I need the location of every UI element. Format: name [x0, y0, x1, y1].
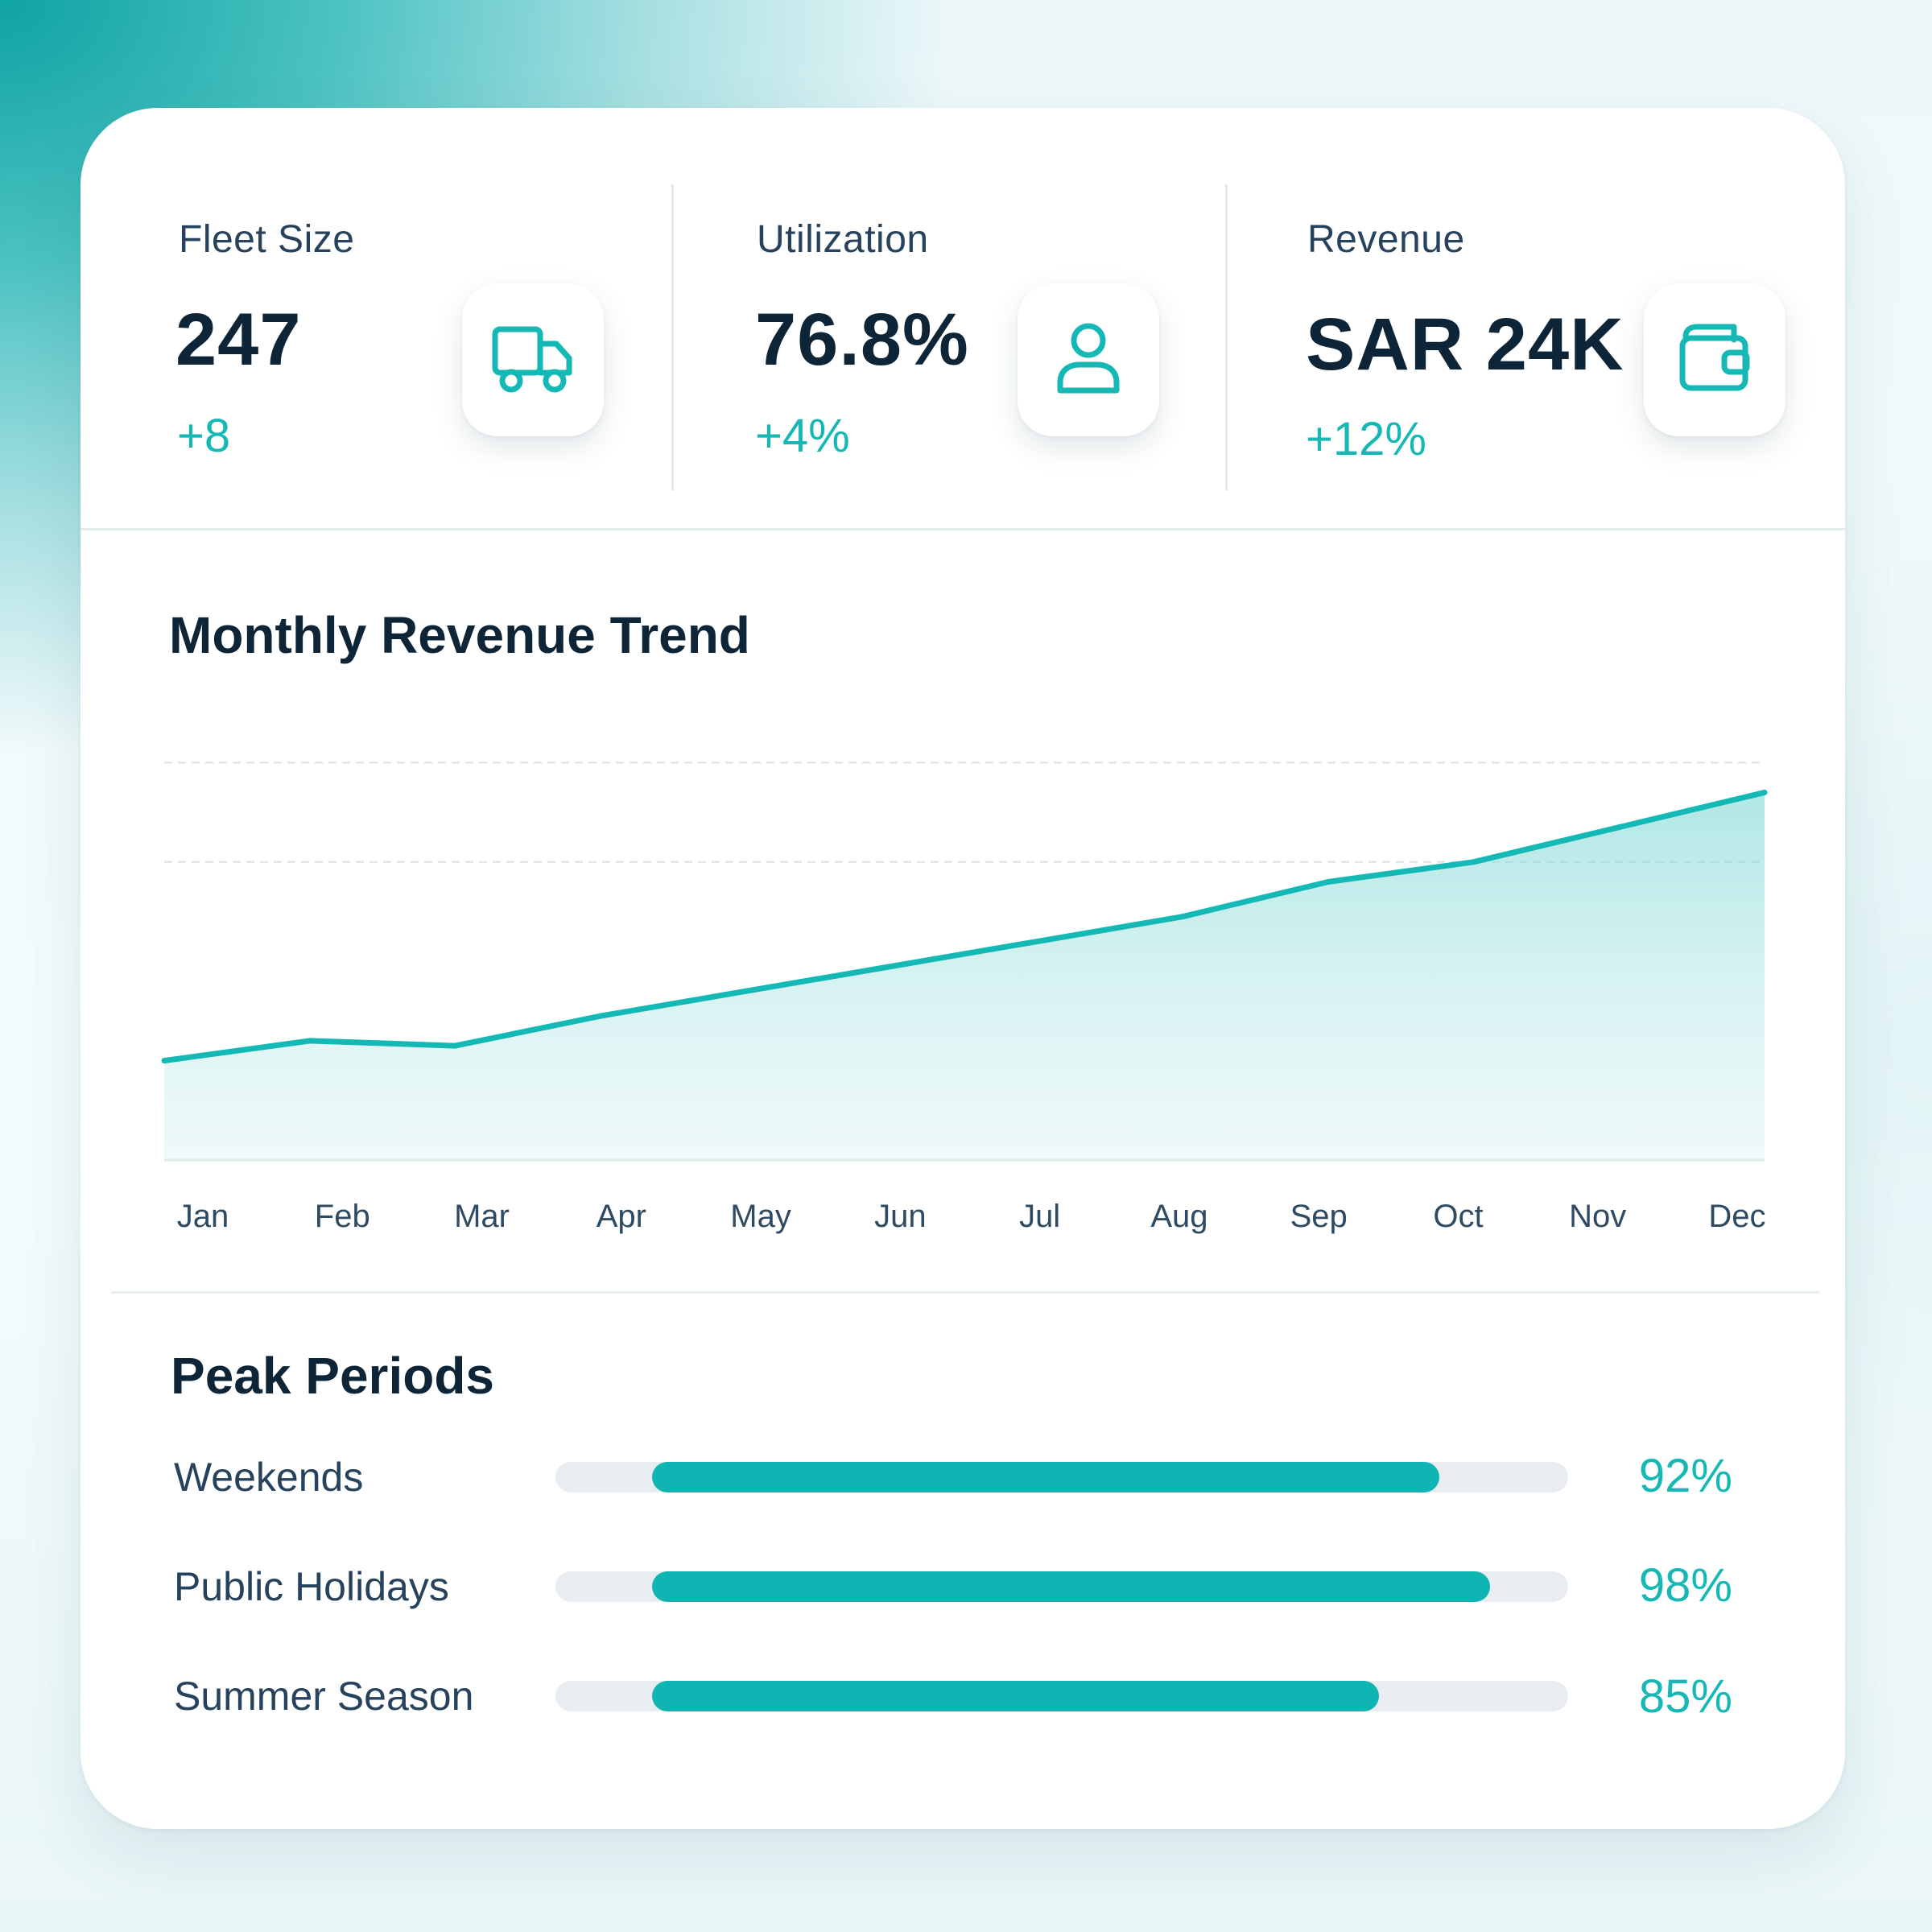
- chart-line-segment-apr: [597, 988, 749, 1019]
- chart-line-segment-jun: [889, 939, 1040, 969]
- x-tick-label-jan: Jan: [177, 1199, 229, 1234]
- progress-fill: [652, 1571, 1490, 1602]
- chart-line-segment-oct: [1471, 824, 1622, 865]
- peak-value: 98%: [1638, 1559, 1732, 1612]
- kpi-value: 247: [175, 299, 302, 381]
- chart-line-segment-may: [743, 963, 895, 994]
- kpi-label: Revenue: [1307, 218, 1465, 261]
- x-tick-label-oct: Oct: [1433, 1199, 1483, 1234]
- chart-line-segment-jan: [161, 1038, 313, 1064]
- kpi-divider: [1225, 184, 1228, 490]
- chart-line-segment-mar: [452, 1013, 604, 1049]
- dashboard-card: Fleet Size 247 +8 Utilizat: [80, 108, 1845, 1829]
- chart-line-segments: [161, 789, 1768, 1064]
- chart-month-labels: Jan Feb Mar Apr May Jun Jul Aug Sep Oct Nov Dec: [177, 1199, 1766, 1234]
- revenue-chart: Jan Feb Mar Apr May Jun Jul Aug Sep Oct Nov Dec: [161, 762, 1768, 1234]
- kpi-label: Fleet Size: [179, 218, 355, 261]
- kpi-delta: +12%: [1306, 413, 1426, 465]
- kpi-row: Fleet Size 247 +8 Utilizat: [80, 108, 1845, 530]
- peak-value: 92%: [1638, 1450, 1732, 1502]
- x-tick-label-jun: Jun: [874, 1199, 927, 1234]
- peak-label: Summer Season: [174, 1674, 474, 1719]
- x-tick-label-nov: Nov: [1569, 1199, 1626, 1234]
- kpi-delta: +8: [177, 410, 231, 462]
- chart-line-segment-sep: [1325, 859, 1477, 885]
- truck-icon: [490, 320, 576, 401]
- x-tick-label-sep: Sep: [1290, 1199, 1348, 1234]
- peak-periods-title: Peak Periods: [171, 1347, 494, 1405]
- progress-fill: [652, 1462, 1439, 1492]
- user-icon: [1052, 320, 1125, 401]
- kpi-value: 76.8%: [755, 299, 969, 381]
- truck-icon-box: [462, 283, 604, 436]
- x-tick-label-dec: Dec: [1708, 1199, 1765, 1234]
- peak-label: Weekends: [174, 1455, 364, 1500]
- x-tick-label-feb: Feb: [315, 1199, 370, 1234]
- peak-label: Public Holidays: [174, 1564, 449, 1609]
- kpi-divider: [671, 184, 674, 490]
- x-tick-label-mar: Mar: [454, 1199, 510, 1234]
- peak-value: 85%: [1638, 1670, 1732, 1723]
- section-divider: [111, 1291, 1819, 1294]
- wallet-icon-box: [1644, 283, 1785, 436]
- chart-title: Monthly Revenue Trend: [169, 606, 750, 664]
- progress-fill: [652, 1681, 1379, 1711]
- x-tick-label-apr: Apr: [597, 1199, 646, 1234]
- chart-line-segment-aug: [1179, 878, 1331, 920]
- x-tick-label-jul: Jul: [1019, 1199, 1060, 1234]
- kpi-delta: +4%: [755, 410, 850, 462]
- x-tick-label-may: May: [730, 1199, 791, 1234]
- kpi-label: Utilization: [757, 218, 929, 261]
- chart-line-segment-nov: [1616, 789, 1768, 831]
- chart-area-fill: [164, 792, 1765, 1160]
- kpi-value: SAR 24K: [1306, 303, 1624, 386]
- x-tick-label-aug: Aug: [1150, 1199, 1208, 1234]
- wallet-icon: [1676, 322, 1753, 398]
- chart-line-segment-feb: [307, 1038, 458, 1049]
- chart-line-segment-jul: [1034, 914, 1186, 945]
- user-icon-box: [1018, 283, 1159, 436]
